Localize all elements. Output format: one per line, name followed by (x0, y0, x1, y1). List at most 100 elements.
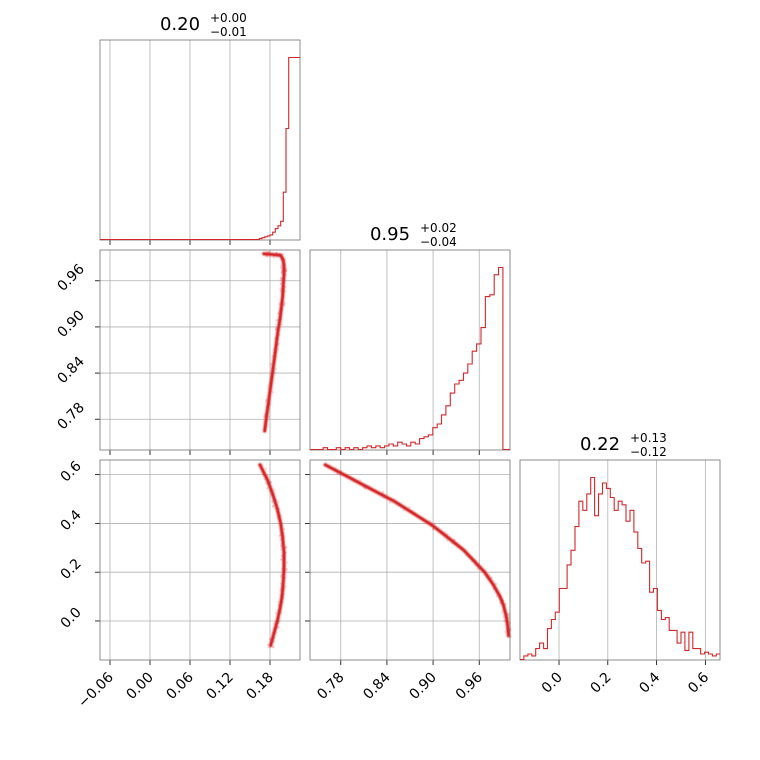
sample-point (269, 637, 272, 641)
sample-point (275, 326, 278, 329)
sample-point (389, 501, 392, 504)
panel-1-1 (309, 249, 511, 455)
sample-point (280, 271, 283, 275)
sample-point (502, 615, 505, 618)
sample-point (271, 500, 274, 503)
sample-point (272, 646, 275, 649)
histogram-title-lower-0: −0.01 (210, 25, 247, 39)
sample-point (285, 269, 288, 273)
y-tick-label: 0.96 (54, 261, 87, 294)
y-tick-label: 0.0 (58, 605, 85, 632)
sample-point (504, 630, 507, 633)
histogram-title-lower-1: −0.04 (420, 235, 457, 249)
sample-point (265, 398, 268, 401)
sample-point (275, 328, 278, 331)
sample-point (363, 487, 366, 490)
sample-point (269, 363, 272, 366)
sample-point (509, 628, 512, 632)
sample-point (264, 467, 268, 470)
x-tick-label: 0.4 (636, 669, 663, 696)
sample-point (488, 574, 491, 577)
sample-point (285, 269, 288, 272)
contour-level-0 (322, 461, 512, 639)
sample-point (263, 477, 266, 481)
panel-frame (309, 249, 511, 451)
sample-point (283, 304, 286, 307)
y-tick-label: 0.84 (54, 354, 87, 387)
x-tick-label: 0.00 (123, 670, 156, 703)
sample-point (272, 256, 275, 259)
sample-point (285, 567, 288, 571)
x-tick-label: −0.06 (75, 669, 117, 711)
x-tick-label: 0.78 (314, 670, 347, 703)
sample-point (285, 546, 288, 549)
sample-point (507, 614, 511, 617)
histogram-line-2 (520, 476, 720, 661)
sample-point (280, 264, 283, 268)
sample-point (280, 545, 283, 548)
sample-point (277, 312, 280, 315)
y-tick-label: 0.4 (58, 507, 85, 534)
sample-point (275, 319, 278, 322)
contour-level-3 (324, 464, 510, 637)
sample-point (263, 415, 266, 418)
x-tick-label: 0.12 (203, 670, 236, 703)
sample-point (283, 301, 286, 304)
contour-level-3 (259, 464, 285, 646)
sample-point (495, 582, 498, 586)
sample-point (267, 384, 270, 387)
sample-point (453, 539, 456, 542)
sample-point (272, 622, 275, 625)
sample-point (272, 640, 276, 643)
sample-point (261, 473, 264, 476)
sample-point (264, 400, 267, 403)
sample-point (278, 626, 281, 629)
sample-point (277, 601, 280, 604)
sample-point (280, 548, 283, 551)
y-tick-label: 0.90 (54, 307, 87, 340)
sample-point (265, 482, 268, 485)
histogram-title-lower-2: −0.12 (630, 445, 667, 459)
sample-point (271, 355, 274, 358)
sample-point (446, 533, 449, 536)
sample-point (266, 250, 269, 254)
sample-point (278, 619, 281, 622)
sample-point (359, 479, 362, 482)
sample-point (503, 620, 506, 623)
histogram-title-upper-1: +0.02 (420, 221, 457, 235)
sample-point (283, 592, 286, 596)
sample-point (433, 522, 436, 525)
sample-point (266, 255, 269, 258)
sample-point (382, 490, 385, 493)
sample-point (278, 303, 281, 306)
sample-point (280, 574, 283, 577)
x-tick-label: 0.84 (360, 669, 393, 702)
histogram-title-0: 0.20 (160, 14, 200, 35)
sample-point (428, 519, 431, 523)
sample-point (277, 342, 280, 345)
sample-point (273, 488, 276, 491)
sample-point (507, 612, 510, 616)
sample-point (276, 319, 279, 322)
sample-point (274, 327, 277, 331)
sample-point (476, 567, 479, 570)
sample-point (508, 617, 511, 620)
sample-point (279, 282, 282, 285)
histogram-line-0 (100, 56, 300, 241)
panel-2-1 (305, 459, 512, 665)
sample-point (284, 285, 287, 289)
sample-point (279, 287, 282, 290)
sample-point (283, 302, 286, 305)
sample-point (402, 509, 405, 512)
y-tick-label: 0.2 (58, 556, 85, 583)
sample-point (272, 645, 275, 648)
sample-point (275, 367, 278, 370)
sample-point (280, 558, 283, 561)
histogram-line-1 (310, 266, 510, 451)
sample-point (279, 582, 283, 585)
panel-frame (99, 249, 301, 451)
contour-level-1 (323, 462, 511, 638)
sample-point (271, 391, 275, 394)
sample-point (501, 611, 504, 614)
sample-point (280, 611, 283, 614)
